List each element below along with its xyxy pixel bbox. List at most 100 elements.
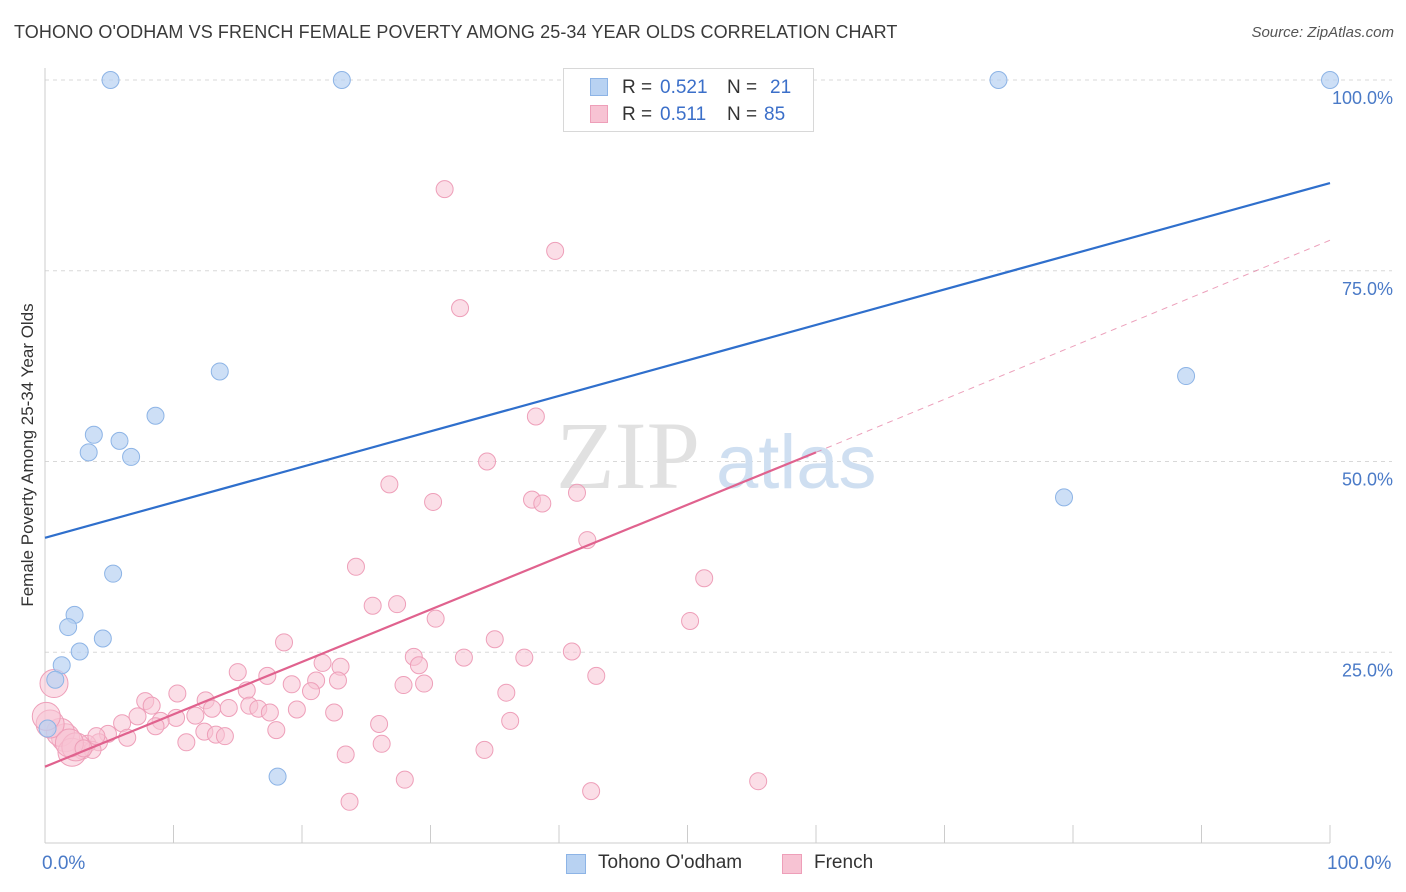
- french-point: [203, 699, 222, 718]
- french-point: [582, 782, 601, 801]
- french-point: [340, 792, 359, 811]
- french-point: [533, 494, 552, 513]
- tohono-point: [146, 406, 165, 425]
- tohono-point: [46, 670, 65, 689]
- bottom-legend-swatch-tohono: [566, 854, 586, 874]
- tohono-point: [70, 642, 89, 661]
- x-tick-label-max: 100.0%: [1327, 853, 1392, 874]
- french-point: [546, 241, 565, 260]
- y-tick-label: 50.0%: [1342, 470, 1393, 490]
- french-point: [497, 683, 516, 702]
- bottom-legend-swatch-french: [782, 854, 802, 874]
- french-point: [128, 707, 147, 726]
- tohono-point: [122, 447, 141, 466]
- french-trend-extension: [815, 239, 1331, 453]
- french-point: [142, 696, 161, 715]
- french-point: [567, 483, 586, 502]
- legend-swatch-french: [590, 105, 608, 123]
- french-point: [346, 557, 365, 576]
- tohono-point: [110, 431, 129, 450]
- source-credit: Source: ZipAtlas.com: [1251, 24, 1394, 41]
- french-point: [372, 734, 391, 753]
- x-tick-label-min: 0.0%: [42, 853, 86, 874]
- french-point: [177, 733, 196, 752]
- french-point: [228, 663, 247, 682]
- legend-r-label: R =: [622, 104, 653, 125]
- grid-lines: [45, 79, 1392, 653]
- legend-r-value: 0.521: [660, 77, 708, 98]
- tohono-point: [1055, 488, 1074, 507]
- legend-swatch-tohono: [590, 78, 608, 96]
- tohono-point: [210, 362, 229, 381]
- french-point: [282, 675, 301, 694]
- french-point: [526, 407, 545, 426]
- french-point: [415, 674, 434, 693]
- tohono-point: [989, 71, 1008, 89]
- french-point: [275, 633, 294, 652]
- french-point: [562, 642, 581, 661]
- french-point: [515, 648, 534, 667]
- tohono-trend-line: [44, 181, 1331, 539]
- french-point: [475, 740, 494, 759]
- watermark: ZIP atlas: [556, 402, 877, 509]
- french-point: [301, 682, 320, 701]
- french-point: [287, 700, 306, 719]
- legend-n-label: N =: [727, 104, 758, 125]
- french-point: [435, 180, 454, 199]
- tohono-point: [93, 629, 112, 648]
- french-point: [695, 569, 714, 588]
- french-point: [426, 609, 445, 628]
- french-point: [749, 772, 768, 791]
- french-point: [388, 595, 407, 614]
- chart-title: TOHONO O'ODHAM VS FRENCH FEMALE POVERTY …: [14, 22, 898, 42]
- watermark-atlas: atlas: [716, 420, 877, 505]
- tohono-point: [38, 719, 57, 738]
- legend-n-label: N =: [727, 77, 758, 98]
- french-point: [454, 648, 473, 667]
- tohono-point: [332, 71, 351, 89]
- y-tick-labels: 25.0% 50.0% 75.0% 100.0%: [1332, 88, 1393, 680]
- french-point: [186, 706, 205, 725]
- tohono-point: [101, 71, 120, 89]
- tohono-point: [104, 564, 123, 583]
- tohono-points: [38, 71, 1339, 786]
- french-point: [681, 611, 700, 630]
- french-point: [168, 684, 187, 703]
- french-point: [325, 703, 344, 722]
- y-tick-label: 25.0%: [1342, 660, 1393, 680]
- french-point: [501, 711, 520, 730]
- french-point: [260, 703, 279, 722]
- french-point: [267, 721, 286, 740]
- correlation-legend: R = 0.521 N = 21 R = 0.511 N = 85: [563, 68, 814, 132]
- french-point: [451, 299, 470, 318]
- french-point: [363, 596, 382, 615]
- trend-lines: [44, 181, 1331, 768]
- tohono-point: [84, 425, 103, 444]
- y-tick-label: 75.0%: [1342, 279, 1393, 299]
- legend-n-value: 21: [770, 77, 792, 98]
- french-point: [485, 630, 504, 649]
- french-point: [380, 475, 399, 494]
- french-point: [215, 727, 234, 746]
- tohono-point: [79, 443, 98, 462]
- french-point: [370, 714, 389, 733]
- french-point: [219, 698, 238, 717]
- french-point: [394, 676, 413, 695]
- french-point: [336, 745, 355, 764]
- legend-n-value: 85: [764, 104, 786, 125]
- tohono-point: [268, 767, 287, 786]
- french-point: [328, 671, 347, 690]
- french-point: [478, 452, 497, 471]
- french-trend-line: [44, 451, 817, 768]
- french-point: [395, 770, 414, 789]
- tohono-point: [1321, 71, 1339, 89]
- french-point: [424, 492, 443, 511]
- tohono-point: [1177, 367, 1196, 386]
- french-point: [587, 666, 606, 685]
- bottom-legend-label-tohono: Tohono O'odham: [598, 852, 743, 873]
- french-point: [409, 656, 428, 675]
- y-tick-label: 100.0%: [1332, 88, 1393, 108]
- french-points: [31, 71, 768, 811]
- tohono-point: [59, 618, 78, 637]
